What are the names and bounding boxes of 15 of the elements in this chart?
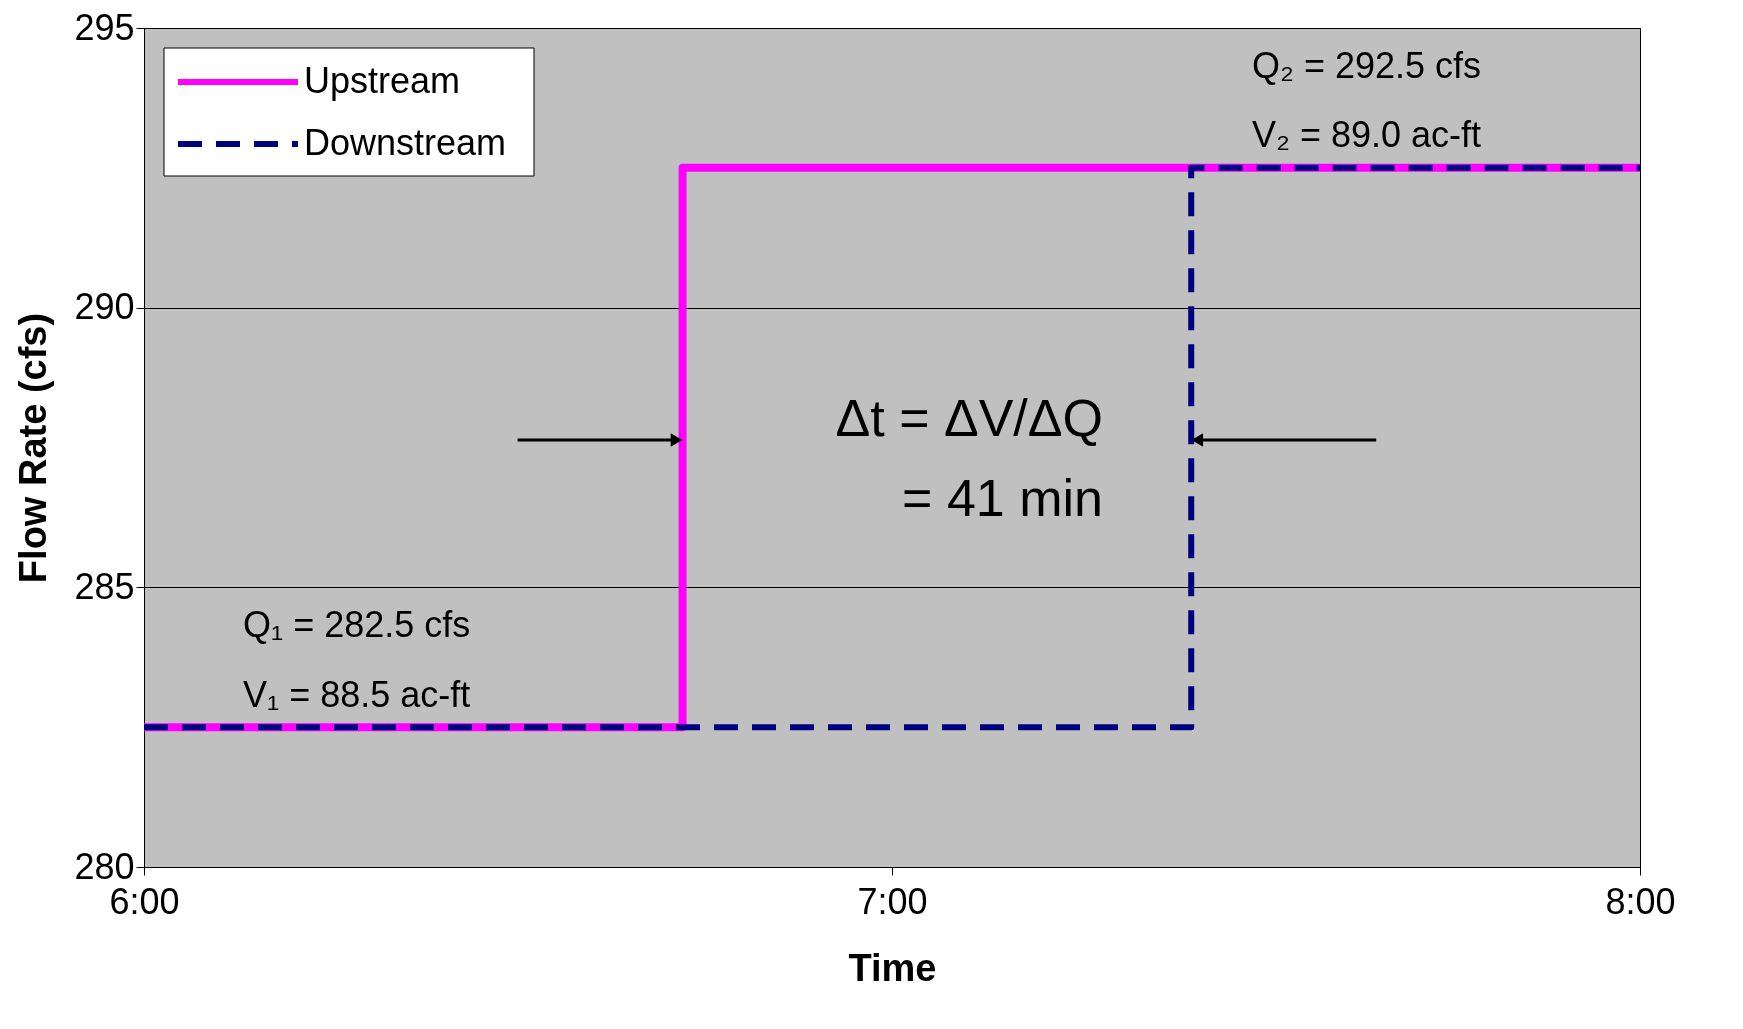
legend-label: Downstream (304, 122, 507, 163)
y-tick-label: 290 (74, 286, 135, 328)
x-tick-label: 8:00 (1605, 880, 1676, 922)
legend-label: Upstream (304, 60, 461, 101)
annotation: = 41 min (902, 469, 1103, 527)
annotation: V₂ = 89.0 ac-ft (1252, 114, 1482, 155)
annotation: Q₁ = 282.5 cfs (243, 604, 471, 645)
annotation: V₁ = 88.5 ac-ft (243, 674, 471, 715)
x-tick-label: 7:00 (857, 880, 928, 922)
annotation: Q₂ = 292.5 cfs (1252, 45, 1482, 86)
y-tick-label: 295 (74, 6, 135, 48)
x-axis-title: Time (848, 946, 937, 989)
annotation: Δt = ΔV/ΔQ (835, 389, 1103, 447)
y-tick-label: 285 (74, 565, 135, 607)
y-axis-title: Flow Rate (cfs) (12, 312, 55, 584)
